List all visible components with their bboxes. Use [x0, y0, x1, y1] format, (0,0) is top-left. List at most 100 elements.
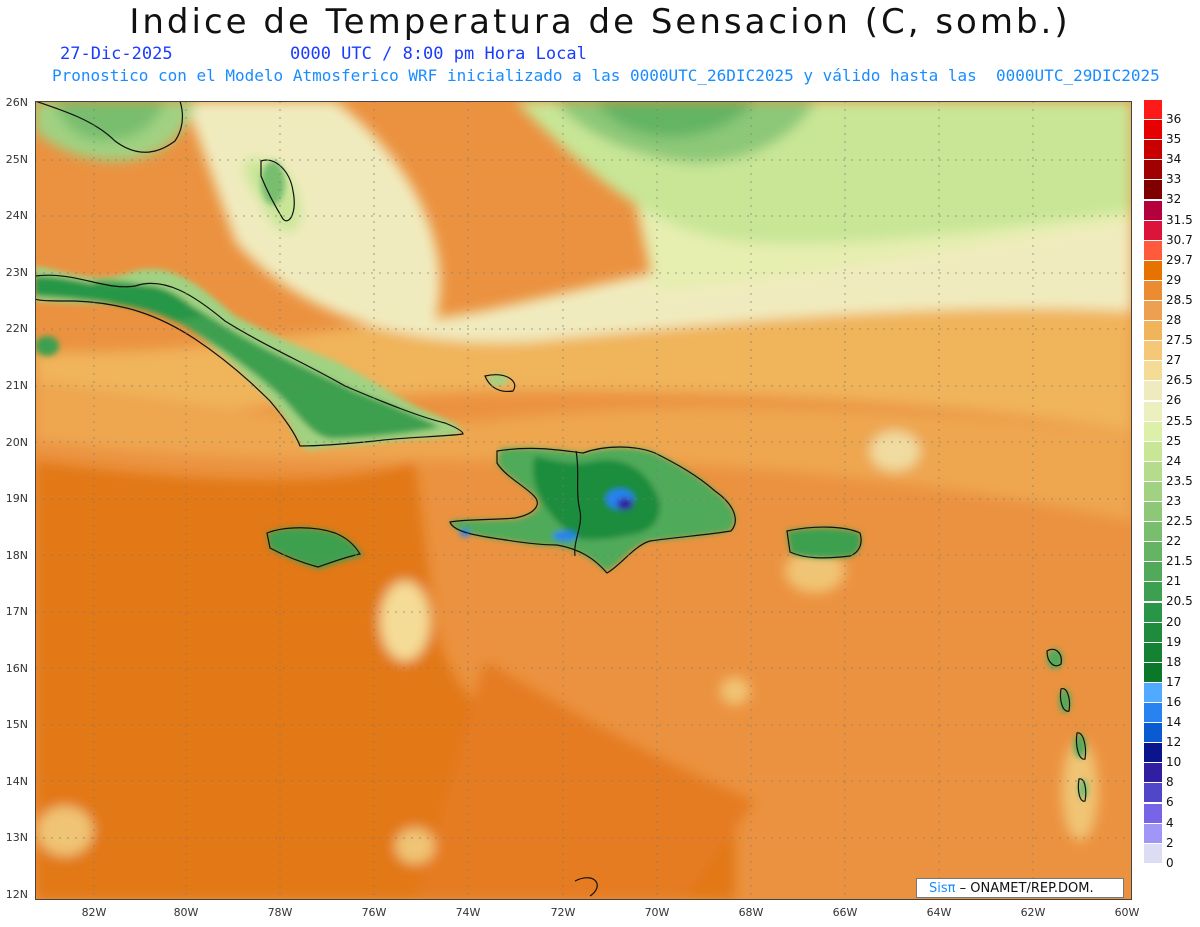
scale-label: 14 — [1166, 715, 1182, 729]
scale-swatch — [1144, 662, 1162, 682]
scale-label: 19 — [1166, 634, 1182, 649]
lat-label: 17N — [5, 605, 28, 618]
lat-label: 26N — [5, 96, 28, 109]
scale-label: 12 — [1166, 735, 1182, 750]
scale-swatch — [1144, 602, 1162, 622]
scale-swatch — [1144, 280, 1162, 300]
scale-swatch — [1144, 321, 1162, 341]
lat-label: 19N — [5, 492, 28, 505]
scale-swatch — [1144, 301, 1162, 320]
scale-label: 18 — [1166, 654, 1182, 669]
scale-label: 29 — [1166, 272, 1182, 287]
scale-swatch — [1144, 743, 1162, 763]
scale-label: 17 — [1166, 674, 1182, 689]
scale-label: 2 — [1166, 835, 1174, 850]
forecast-date: 27-Dic-2025 — [60, 44, 173, 64]
scale-swatch — [1144, 843, 1162, 863]
scale-label: 21.5 — [1166, 554, 1193, 569]
lat-label: 14N — [5, 775, 28, 788]
scale-label: 10 — [1166, 755, 1182, 770]
lon-label: 68W — [738, 906, 764, 919]
lat-label: 24N — [5, 209, 28, 222]
scale-swatch — [1144, 481, 1162, 501]
scale-swatch — [1144, 441, 1162, 461]
scale-label: 4 — [1166, 815, 1174, 830]
scale-swatch — [1144, 140, 1162, 160]
scale-swatch — [1144, 401, 1162, 421]
lat-label: 25N — [5, 153, 28, 166]
scale-label: 34 — [1166, 152, 1182, 167]
lat-label: 12N — [5, 888, 28, 901]
map-title: Indice de Temperatura de Sensacion (C, s… — [129, 2, 1071, 42]
scale-swatch — [1144, 723, 1162, 743]
scale-swatch — [1144, 522, 1162, 542]
scale-swatch — [1144, 763, 1162, 783]
scale-swatch — [1144, 562, 1162, 582]
lat-label: 15N — [5, 718, 28, 731]
lon-label: 60W — [1114, 906, 1140, 919]
lon-label: 62W — [1020, 906, 1046, 919]
lon-label: 72W — [550, 906, 576, 919]
scale-swatch — [1144, 260, 1162, 280]
scale-swatch — [1144, 421, 1162, 441]
scale-swatch — [1144, 240, 1162, 260]
scale-label: 28.5 — [1166, 292, 1193, 307]
scale-label: 36 — [1166, 112, 1182, 126]
lon-label: 70W — [644, 906, 670, 919]
scale-swatch — [1144, 783, 1162, 803]
lon-label: 82W — [81, 906, 107, 919]
lat-label: 22N — [5, 322, 28, 335]
scale-swatch — [1144, 200, 1162, 220]
scale-label: 31.5 — [1166, 212, 1193, 227]
scale-label: 27.5 — [1166, 333, 1193, 348]
scale-swatch — [1144, 461, 1162, 481]
scale-label: 6 — [1166, 795, 1174, 810]
scale-swatch — [1144, 160, 1162, 180]
lat-label: 21N — [5, 379, 28, 392]
scale-swatch — [1144, 120, 1162, 140]
credit-text: – ONAMET/REP.DOM. — [955, 881, 1094, 896]
scale-label: 27 — [1166, 353, 1182, 368]
scale-swatch — [1144, 682, 1162, 702]
scale-label: 20 — [1166, 614, 1182, 629]
scale-swatch — [1144, 582, 1162, 602]
scale-label: 20.5 — [1166, 594, 1193, 609]
scale-label: 26.5 — [1166, 373, 1193, 388]
scale-label: 8 — [1166, 775, 1174, 790]
lat-label: 13N — [5, 831, 28, 844]
scale-label: 30.7 — [1166, 232, 1193, 247]
scale-swatch — [1144, 642, 1162, 662]
scale-label: 33 — [1166, 172, 1182, 187]
lon-label: 64W — [926, 906, 952, 919]
scale-swatch — [1144, 622, 1162, 642]
scale-label: 29.7 — [1166, 252, 1193, 267]
forecast-time: 0000 UTC / 8:00 pm Hora Local — [290, 44, 587, 64]
scale-swatch — [1144, 823, 1162, 843]
scale-swatch — [1144, 220, 1162, 240]
scale-swatch — [1144, 542, 1162, 562]
scale-label: 24 — [1166, 453, 1182, 468]
scale-label: 16 — [1166, 694, 1182, 709]
temperature-map — [35, 101, 1132, 900]
scale-label: 35 — [1166, 132, 1182, 147]
scale-swatch — [1144, 502, 1162, 521]
scale-label: 23 — [1166, 493, 1182, 508]
lon-label: 74W — [455, 906, 481, 919]
forecast-description: Pronostico con el Modelo Atmosferico WRF… — [52, 66, 1160, 85]
scale-label: 23.5 — [1166, 473, 1193, 488]
scale-label: 28 — [1166, 313, 1182, 327]
lat-label: 16N — [5, 662, 28, 675]
scale-swatch — [1144, 381, 1162, 401]
credit-box: Sisπ – ONAMET/REP.DOM. — [916, 878, 1124, 898]
brand-logo-text: Sisπ — [929, 881, 956, 896]
scale-swatch — [1144, 803, 1162, 823]
scale-label: 32 — [1166, 192, 1182, 207]
scale-label: 26 — [1166, 393, 1182, 408]
scale-label: 25 — [1166, 433, 1182, 448]
scale-label: 22.5 — [1166, 514, 1193, 528]
lon-label: 78W — [267, 906, 293, 919]
scale-label: 25.5 — [1166, 413, 1193, 428]
scale-swatch — [1144, 180, 1162, 200]
scale-label: 21 — [1166, 574, 1182, 589]
lat-label: 20N — [5, 436, 28, 449]
